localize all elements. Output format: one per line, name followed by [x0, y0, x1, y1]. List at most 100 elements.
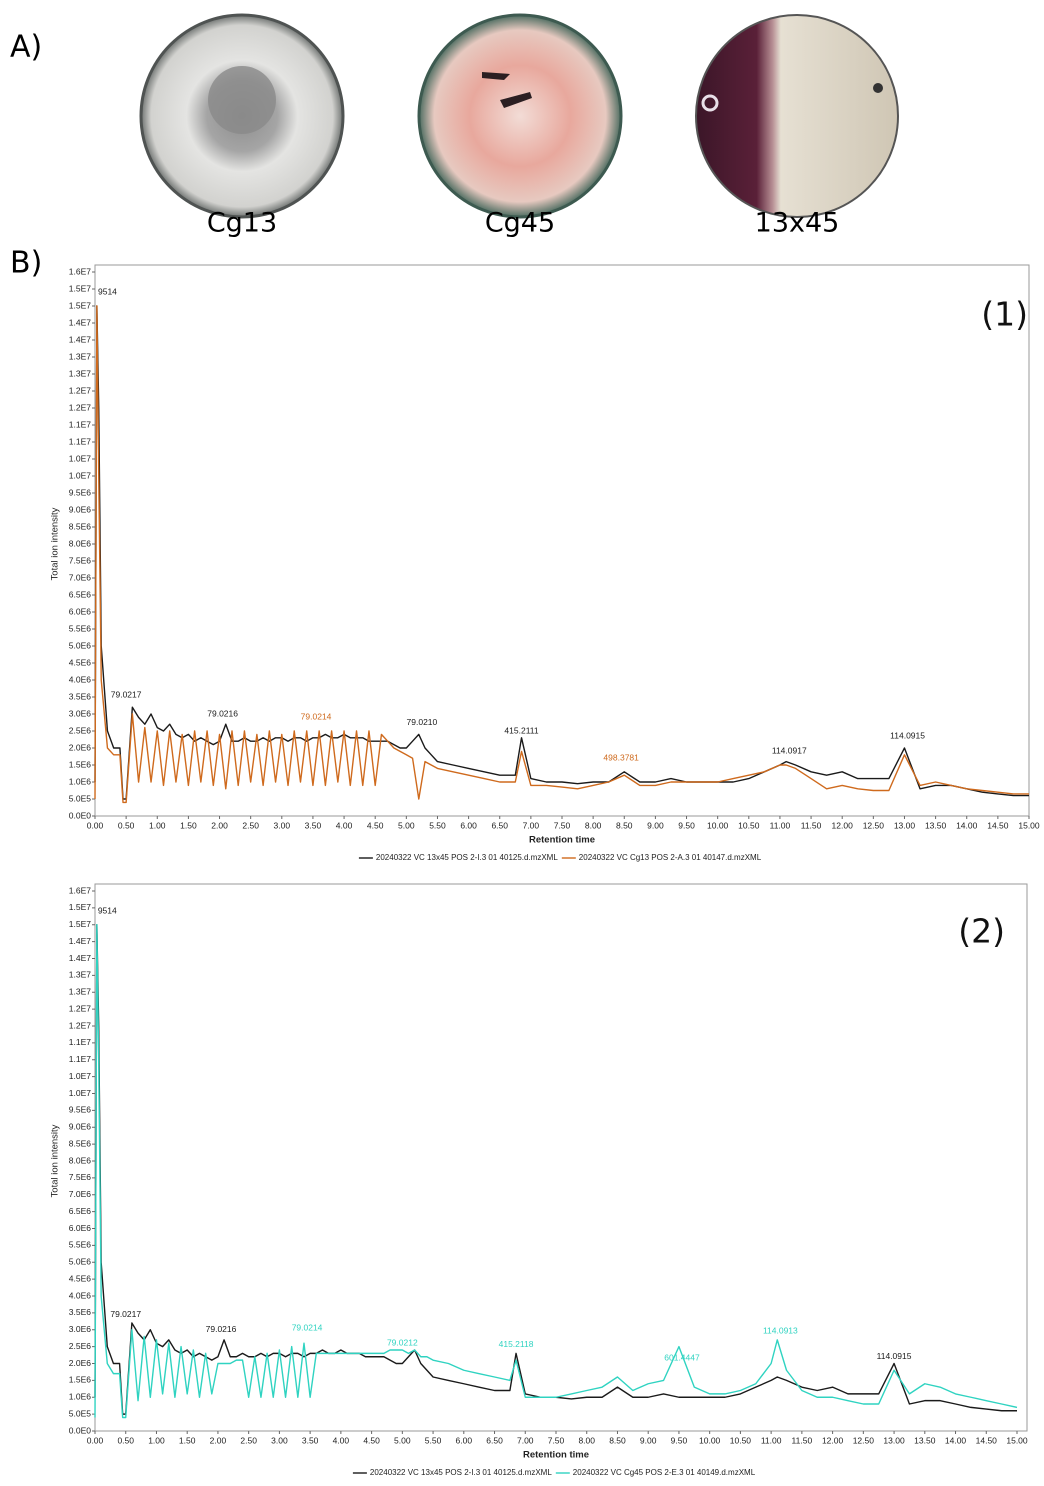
legend: 20240322 VC 13x45 POS 2-I.3 01 40125.d.m…: [352, 1468, 756, 1477]
x-tick-label: 13.50: [925, 820, 947, 830]
x-tick-label: 6.00: [456, 1435, 473, 1445]
x-tick-label: 14.50: [976, 1435, 998, 1445]
y-tick-label: 0.0E0: [69, 1425, 91, 1435]
x-tick-label: 2.00: [210, 1435, 227, 1445]
x-tick-label: 14.00: [945, 1435, 967, 1445]
x-tick-label: 11.50: [792, 1435, 813, 1445]
y-tick-label: 2.5E6: [69, 725, 91, 735]
x-tick-label: 3.00: [271, 1435, 288, 1445]
annotation: 79.0210: [407, 717, 438, 727]
y-tick-label: 1.2E7: [69, 402, 91, 412]
annotation: 498.3781: [603, 752, 639, 762]
y-tick-label: 7.5E6: [69, 555, 91, 565]
annotation: 79.0212: [387, 1338, 418, 1348]
y-tick-label: 4.0E6: [69, 1290, 91, 1300]
x-tick-label: 4.00: [333, 1435, 350, 1445]
plate: [695, 14, 899, 218]
x-tick-label: 0.00: [87, 1435, 104, 1445]
y-tick-label: 1.4E7: [69, 317, 91, 327]
y-tick-label: 1.6E7: [69, 885, 91, 895]
plate: [139, 13, 345, 219]
x-tick-label: 7.50: [554, 820, 571, 830]
x-tick-label: 9.50: [678, 820, 695, 830]
x-tick-label: 1.00: [149, 820, 166, 830]
x-tick-label: 11.50: [801, 820, 822, 830]
panel-label: (1): [981, 295, 1028, 334]
y-tick-label: 5.0E5: [69, 1408, 91, 1418]
x-tick-label: 4.50: [367, 820, 384, 830]
y-tick-label: 1.0E6: [69, 1392, 91, 1402]
x-tick-label: 8.50: [616, 820, 633, 830]
y-tick-label: 7.0E6: [69, 1189, 91, 1199]
annotation: 415.2111: [504, 725, 538, 735]
annotation: 79.0214: [292, 1322, 323, 1332]
x-tick-label: 13.50: [914, 1435, 936, 1445]
y-tick-label: 2.0E6: [69, 742, 91, 752]
plate-label: 13x45: [755, 208, 840, 239]
panel-label: A): [10, 30, 42, 65]
y-tick-label: 1.3E7: [69, 368, 91, 378]
x-tick-label: 5.50: [429, 820, 446, 830]
x-tick-label: 5.50: [425, 1435, 442, 1445]
legend-label: 20240322 VC Cg13 POS 2-A.3 01 40147.d.mz…: [579, 853, 762, 862]
y-tick-label: 2.0E6: [69, 1358, 91, 1368]
x-tick-label: 3.00: [274, 820, 291, 830]
x-tick-label: 11.00: [770, 820, 791, 830]
y-tick-label: 5.5E6: [69, 623, 91, 633]
legend-label: 20240322 VC Cg45 POS 2-E.3 01 40149.d.mz…: [573, 1468, 756, 1477]
annotation: 79.0216: [206, 1324, 237, 1334]
y-tick-label: 1.0E7: [69, 1088, 91, 1098]
y-tick-label: 1.0E7: [69, 1071, 91, 1081]
x-axis-label: Retention time: [523, 1450, 589, 1461]
y-tick-label: 6.0E6: [69, 606, 91, 616]
x-tick-label: 6.50: [486, 1435, 503, 1445]
annotation: 114.0917: [772, 746, 807, 756]
annotation: 114.0915: [877, 1351, 912, 1361]
x-tick-label: 2.00: [211, 820, 228, 830]
x-tick-label: 7.50: [548, 1435, 565, 1445]
x-tick-label: 2.50: [240, 1435, 257, 1445]
x-tick-label: 8.50: [609, 1435, 626, 1445]
y-tick-label: 8.0E6: [69, 1155, 91, 1165]
series-line: [94, 924, 1018, 1419]
x-tick-label: 14.00: [956, 820, 978, 830]
panel-label: (2): [958, 912, 1005, 951]
y-tick-label: 1.5E7: [69, 283, 91, 293]
y-tick-label: 6.5E6: [69, 1206, 91, 1216]
x-tick-label: 12.50: [863, 820, 885, 830]
y-tick-label: 1.0E7: [69, 470, 91, 480]
y-tick-label: 1.2E7: [69, 1020, 91, 1030]
y-tick-label: 5.5E6: [69, 1240, 91, 1250]
y-tick-label: 9.0E6: [69, 1122, 91, 1132]
y-tick-label: 4.5E6: [69, 657, 91, 667]
x-tick-label: 8.00: [578, 1435, 595, 1445]
annotation: 79.0217: [110, 1309, 141, 1319]
y-tick-label: 1.3E7: [69, 351, 91, 361]
y-axis-label: Total ion intensity: [50, 507, 61, 580]
y-tick-label: 5.0E6: [69, 640, 91, 650]
x-tick-label: 8.00: [585, 820, 602, 830]
x-tick-label: 9.00: [647, 820, 664, 830]
plot-frame: [94, 264, 1030, 817]
y-tick-label: 1.5E6: [69, 759, 91, 769]
x-tick-label: 10.50: [730, 1435, 752, 1445]
y-tick-label: 1.2E7: [69, 1003, 91, 1013]
y-tick-label: 9.0E6: [69, 504, 91, 514]
x-tick-label: 15.00: [1006, 1435, 1028, 1445]
annotation: 79.0217: [111, 690, 142, 700]
y-tick-label: 1.5E7: [69, 902, 91, 912]
annotation: 79.0214: [301, 712, 332, 722]
x-tick-label: 2.50: [242, 820, 259, 830]
y-tick-label: 3.5E6: [69, 1307, 91, 1317]
y-tick-label: 5.0E5: [69, 793, 91, 803]
series-line: [94, 305, 1029, 800]
y-tick-label: 9.5E6: [69, 1105, 91, 1115]
x-tick-label: 9.00: [640, 1435, 657, 1445]
annotation: 601.4447: [664, 1353, 700, 1363]
y-tick-label: 1.4E7: [69, 936, 91, 946]
x-tick-label: 0.00: [87, 820, 104, 830]
y-tick-label: 1.5E7: [69, 919, 91, 929]
y-tick-label: 1.5E6: [69, 1375, 91, 1385]
y-tick-label: 6.0E6: [69, 1223, 91, 1233]
